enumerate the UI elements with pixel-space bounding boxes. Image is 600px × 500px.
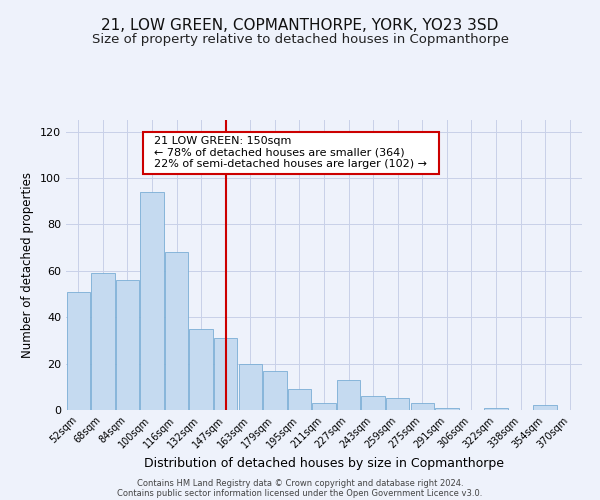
Bar bbox=[214, 338, 238, 410]
Bar bbox=[190, 329, 213, 410]
Text: 21, LOW GREEN, COPMANTHORPE, YORK, YO23 3SD: 21, LOW GREEN, COPMANTHORPE, YORK, YO23 … bbox=[101, 18, 499, 32]
Bar bbox=[484, 408, 508, 410]
Bar bbox=[165, 252, 188, 410]
Bar bbox=[361, 396, 385, 410]
X-axis label: Distribution of detached houses by size in Copmanthorpe: Distribution of detached houses by size … bbox=[144, 457, 504, 470]
Text: Contains public sector information licensed under the Open Government Licence v3: Contains public sector information licen… bbox=[118, 488, 482, 498]
Bar bbox=[288, 389, 311, 410]
Bar bbox=[386, 398, 409, 410]
Bar bbox=[140, 192, 164, 410]
Bar bbox=[67, 292, 90, 410]
Bar bbox=[116, 280, 139, 410]
Text: 21 LOW GREEN: 150sqm  
  ← 78% of detached houses are smaller (364)  
  22% of s: 21 LOW GREEN: 150sqm ← 78% of detached h… bbox=[147, 136, 434, 170]
Bar bbox=[91, 273, 115, 410]
Y-axis label: Number of detached properties: Number of detached properties bbox=[22, 172, 34, 358]
Bar bbox=[410, 403, 434, 410]
Bar bbox=[337, 380, 360, 410]
Text: Size of property relative to detached houses in Copmanthorpe: Size of property relative to detached ho… bbox=[91, 32, 509, 46]
Text: Contains HM Land Registry data © Crown copyright and database right 2024.: Contains HM Land Registry data © Crown c… bbox=[137, 478, 463, 488]
Bar bbox=[263, 370, 287, 410]
Bar bbox=[533, 406, 557, 410]
Bar bbox=[435, 408, 458, 410]
Bar bbox=[239, 364, 262, 410]
Bar bbox=[313, 403, 335, 410]
